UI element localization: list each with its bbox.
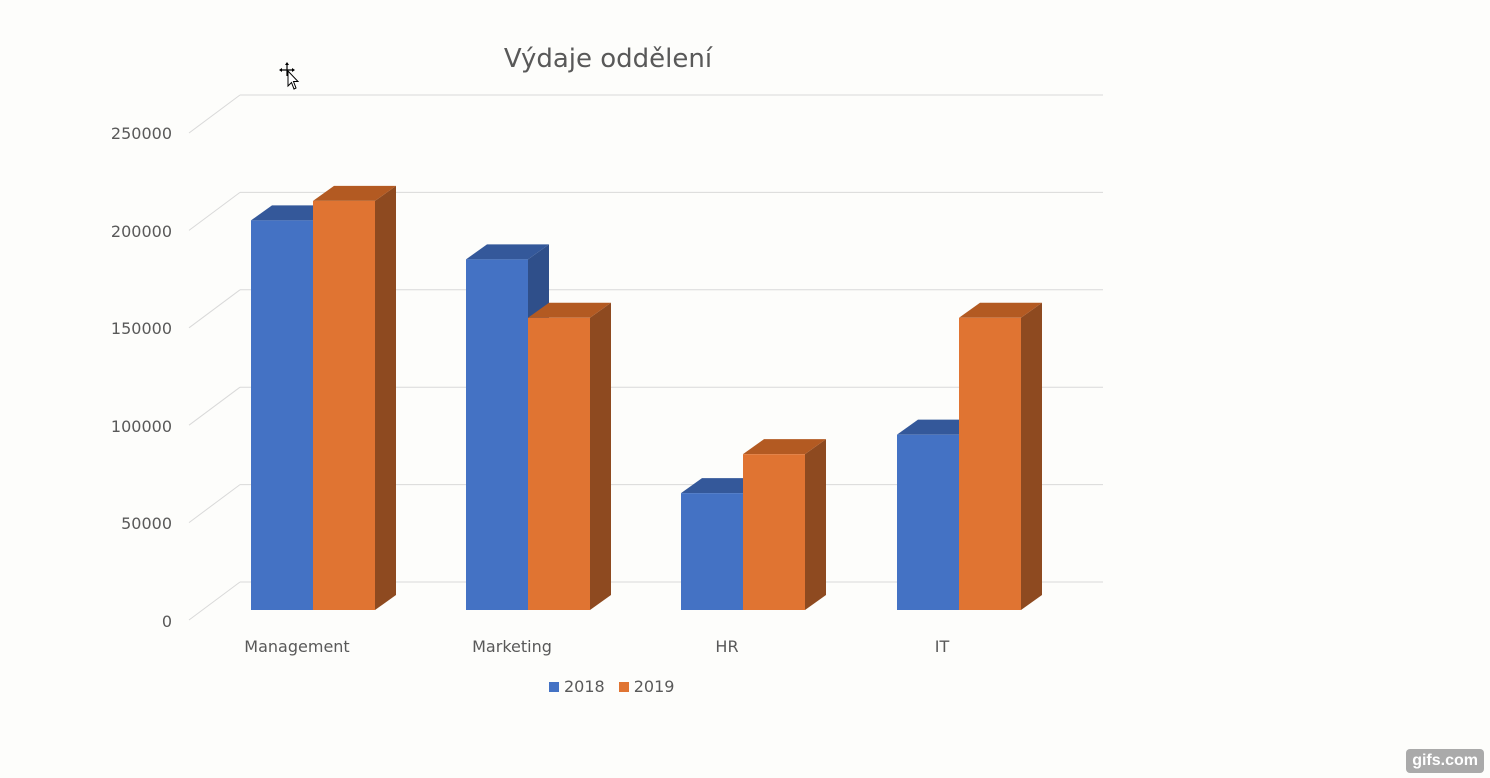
x-tick-hr: HR (715, 637, 739, 656)
chart-title[interactable]: Výdaje oddělení (503, 44, 713, 74)
y-tick-250000: 250000 (110, 124, 172, 143)
bar-side (375, 185, 396, 611)
bar-top (313, 185, 396, 201)
y-tick-0: 0 (161, 612, 172, 631)
legend-item-2018[interactable]: 2018 (549, 677, 605, 696)
y-tick-50000: 50000 (121, 514, 172, 533)
watermark-badge: gifs.com (1406, 749, 1484, 773)
bar-side (805, 439, 826, 610)
y-tick-100000: 100000 (110, 417, 172, 436)
bar-top (466, 244, 549, 260)
bar-management-2018[interactable] (251, 220, 313, 610)
legend-swatch-2019 (618, 681, 629, 692)
bar-top (959, 302, 1042, 318)
legend[interactable]: 2018 2019 (549, 677, 674, 696)
bar-top (743, 439, 826, 455)
bar-it-2018[interactable] (897, 434, 959, 610)
legend-label-2018: 2018 (564, 677, 605, 696)
y-tick-150000: 150000 (110, 319, 172, 338)
bar-top (528, 302, 611, 318)
legend-swatch-2018 (549, 681, 559, 692)
x-tick-management: Management (244, 637, 350, 656)
legend-label-2019: 2019 (633, 677, 675, 696)
bar-hr-2019[interactable] (743, 454, 805, 610)
x-tick-marketing: Marketing (472, 637, 552, 656)
bar-side (590, 302, 611, 610)
bar-marketing-2019[interactable] (528, 317, 590, 610)
bar-side (1021, 302, 1042, 610)
bar-management-2019[interactable] (313, 200, 375, 611)
y-tick-200000: 200000 (110, 222, 172, 241)
legend-item-2019[interactable]: 2019 (618, 677, 675, 696)
bar-it-2019[interactable] (959, 317, 1021, 610)
move-cursor-icon (279, 62, 300, 90)
bar-marketing-2018[interactable] (466, 259, 528, 610)
x-tick-it: IT (934, 637, 950, 656)
bar-hr-2018[interactable] (681, 493, 743, 610)
